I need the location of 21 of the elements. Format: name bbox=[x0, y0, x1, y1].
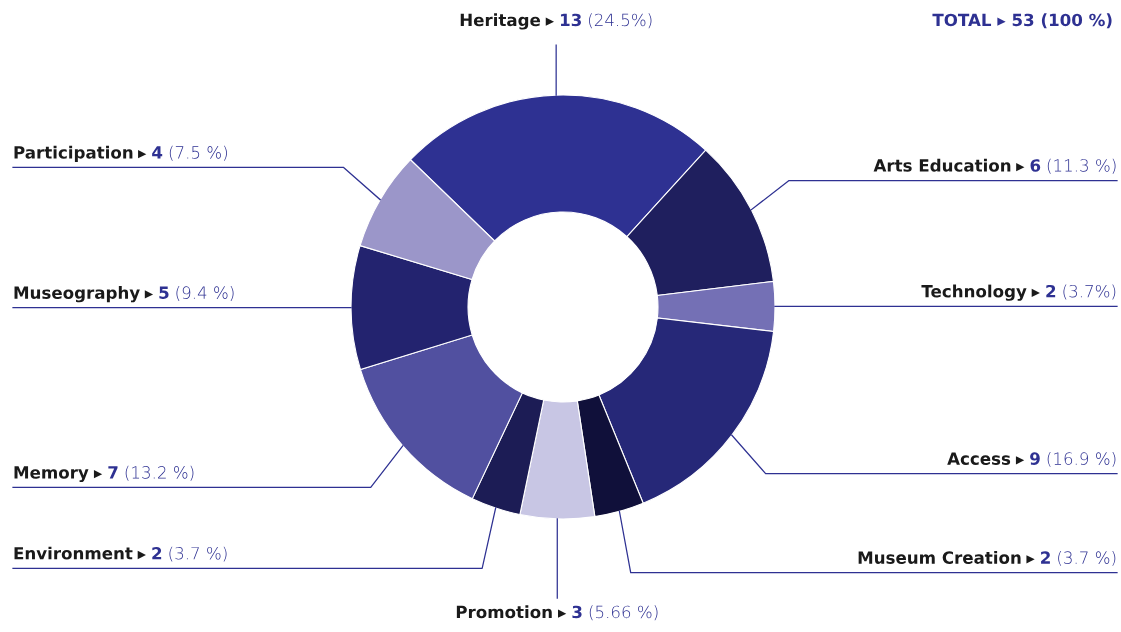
slice-label: Heritage bbox=[460, 13, 541, 30]
slice-label: Participation bbox=[14, 145, 133, 162]
data-label: ▸ 2 (3.7 %) bbox=[137, 546, 227, 562]
slice-label: Arts Education bbox=[873, 158, 1011, 172]
data-label: ▸ 3 (5.66 %) bbox=[558, 605, 658, 621]
slice-label: Museography bbox=[14, 286, 140, 303]
slice-label: Access bbox=[947, 452, 1011, 465]
data-label: ▸ 6 (11.3 %) bbox=[1016, 158, 1116, 174]
text: TOTAL ▸ 53 (100 %) bbox=[932, 13, 1112, 29]
data-label: ▸ 7 (13.2 %) bbox=[93, 465, 194, 481]
data-label: ▸ 9 (16.9 %) bbox=[1015, 451, 1116, 467]
data-label: ▸ 2 (3.7%) bbox=[1031, 284, 1116, 300]
data-label: ▸ 2 (3.7 %) bbox=[1026, 551, 1116, 566]
slice-label: Promotion bbox=[456, 605, 552, 619]
slice-label: Environment bbox=[14, 546, 133, 560]
slice-label: Museum Creation bbox=[858, 551, 1021, 564]
data-label: ▸ 4 (7.5 %) bbox=[138, 145, 227, 161]
slice-label: Memory bbox=[14, 466, 89, 483]
slice-label: Technology bbox=[921, 284, 1027, 301]
data-label: ▸ 13 (24.5%) bbox=[545, 13, 652, 29]
data-label: ▸ 5 (9.4 %) bbox=[144, 286, 234, 301]
